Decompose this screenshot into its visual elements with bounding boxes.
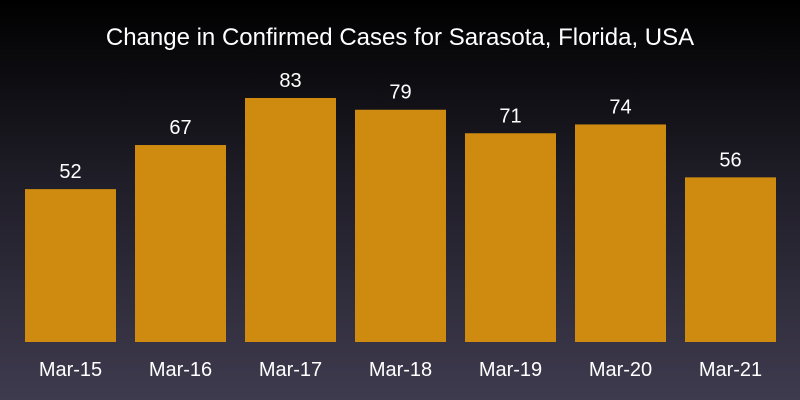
bar-mar-19 bbox=[465, 133, 556, 342]
bar-value-label: 83 bbox=[279, 70, 301, 92]
bar-mar-20 bbox=[575, 124, 666, 342]
bar-mar-16 bbox=[135, 145, 226, 342]
x-tick-label: Mar-21 bbox=[699, 359, 762, 381]
chart-title: Change in Confirmed Cases for Sarasota, … bbox=[106, 24, 694, 51]
bar-value-label: 74 bbox=[609, 96, 631, 118]
x-tick-label: Mar-18 bbox=[369, 359, 432, 381]
bar-value-label: 71 bbox=[499, 105, 521, 127]
bar-value-label: 56 bbox=[719, 149, 741, 171]
x-tick-label: Mar-17 bbox=[259, 359, 322, 381]
bar-value-label: 79 bbox=[389, 82, 411, 104]
bar-mar-18 bbox=[355, 109, 446, 343]
bar-mar-17 bbox=[245, 97, 336, 342]
bar-mar-15 bbox=[25, 189, 116, 342]
bar-value-label: 52 bbox=[59, 161, 81, 183]
bar-value-label: 67 bbox=[169, 117, 191, 139]
x-tick-label: Mar-20 bbox=[589, 359, 652, 381]
x-tick-label: Mar-15 bbox=[39, 359, 102, 381]
bar-mar-21 bbox=[685, 177, 776, 342]
bars-group bbox=[25, 97, 776, 343]
x-axis-tick-labels: Mar-15 Mar-16 Mar-17 Mar-18 Mar-19 Mar-20 Mar-… bbox=[39, 359, 762, 381]
x-tick-label: Mar-16 bbox=[149, 359, 212, 381]
value-labels-group: 52 67 83 79 71 74 56 bbox=[59, 70, 741, 183]
x-tick-label: Mar-19 bbox=[479, 359, 542, 381]
